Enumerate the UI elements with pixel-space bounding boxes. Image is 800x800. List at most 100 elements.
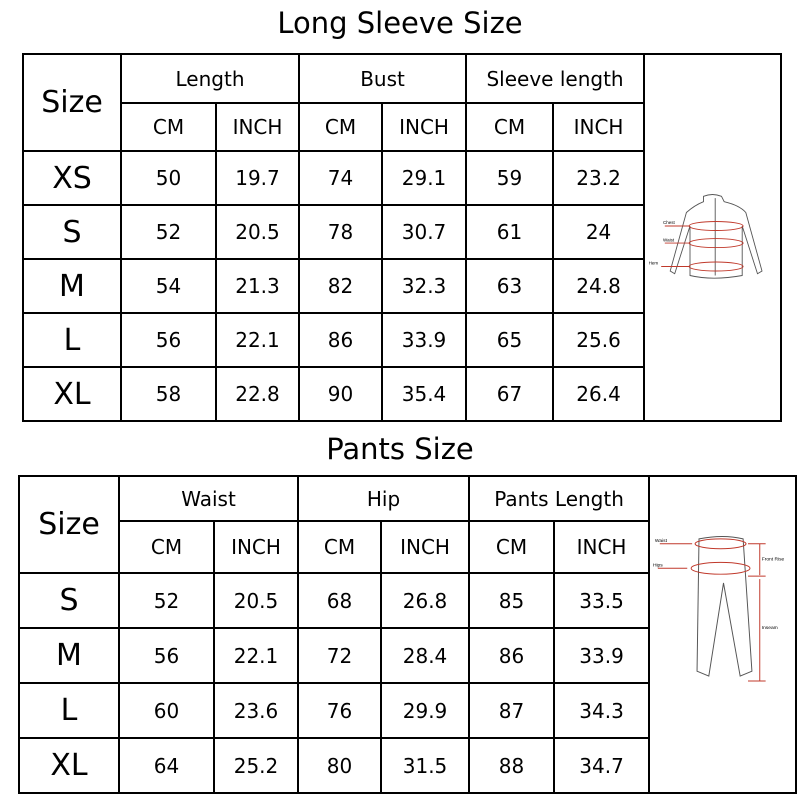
- table-row: M 56 22.1 72 28.4 86 33.9: [18, 627, 796, 684]
- measurement-value: 63: [465, 258, 555, 314]
- size-label: M: [18, 627, 120, 684]
- unit-header-row: CM INCH CM INCH CM INCH: [19, 520, 796, 574]
- measurement-value: 82: [298, 258, 384, 314]
- measurement-value: 35.4: [381, 366, 468, 422]
- size-label: S: [18, 572, 120, 629]
- measurement-diagram-cell: Chest Waist Hem: [643, 53, 783, 422]
- size-header: Size: [18, 475, 120, 574]
- size-label: S: [22, 204, 122, 260]
- measurement-value: 23.6: [212, 682, 300, 739]
- measurement-value: 54: [120, 258, 217, 314]
- measurement-value: 59: [465, 150, 555, 206]
- unit-header: INCH: [381, 102, 468, 152]
- table-row: M 54 21.3 82 32.3 63 24.8: [22, 258, 781, 314]
- measurement-value: 74: [298, 150, 384, 206]
- group-header: Length: [119, 53, 301, 104]
- measurement-value: 25.2: [212, 737, 300, 794]
- measurement-value: 22.1: [214, 312, 301, 368]
- jacket-diagram: Chest Waist Hem: [649, 194, 763, 279]
- unit-header: CM: [468, 520, 556, 574]
- diagram-label-waist: Waist: [663, 237, 675, 242]
- measurement-value: 20.5: [214, 204, 301, 260]
- table-row: XL 64 25.2 80 31.5 88 34.7: [18, 737, 796, 794]
- group-header: Sleeve length: [465, 53, 646, 104]
- measurement-value: 29.9: [380, 682, 471, 739]
- measurement-value: 34.3: [553, 682, 651, 739]
- size-label: XL: [18, 737, 120, 794]
- measurement-value: 32.3: [381, 258, 468, 314]
- measurement-value: 56: [118, 627, 215, 684]
- measurement-value: 34.7: [553, 737, 651, 794]
- measurement-value: 29.1: [381, 150, 468, 206]
- measurement-value: 24.8: [552, 258, 646, 314]
- measurement-value: 60: [118, 682, 215, 739]
- measurement-diagram-cell: Waist Hips Front Rise Inseam: [648, 475, 798, 794]
- measurement-value: 86: [468, 627, 556, 684]
- table-row: XL 58 22.8 90 35.4 67 26.4: [22, 366, 781, 422]
- measurement-value: 33.9: [553, 627, 651, 684]
- measurement-value: 68: [297, 572, 383, 629]
- group-header: Hip: [297, 475, 471, 522]
- diagram-label-hips: Hips: [653, 562, 663, 568]
- measurement-value: 88: [468, 737, 556, 794]
- measurement-value: 85: [468, 572, 556, 629]
- diagram-label-chest: Chest: [663, 220, 676, 225]
- measurement-value: 56: [120, 312, 217, 368]
- table-row: S 52 20.5 68 26.8 85 33.5: [18, 572, 796, 629]
- size-label: M: [22, 258, 122, 314]
- unit-header: INCH: [552, 102, 646, 152]
- measurement-value: 61: [465, 204, 555, 260]
- unit-header: CM: [120, 102, 217, 152]
- size-header: Size: [22, 53, 122, 152]
- unit-header: INCH: [553, 520, 651, 574]
- long-sleeve-title: Long Sleeve Size: [277, 6, 523, 40]
- unit-header: INCH: [380, 520, 471, 574]
- group-header-row: Size Waist Hip Pants Length Waist Hips Fron…: [18, 475, 798, 794]
- diagram-label-hem: Hem: [649, 261, 659, 266]
- size-label: L: [22, 312, 122, 368]
- diagram-label-waist: Waist: [655, 538, 668, 544]
- measurement-value: 52: [120, 204, 217, 260]
- size-label: XL: [22, 366, 122, 422]
- measurement-value: 22.8: [214, 366, 301, 422]
- measurement-value: 24: [552, 204, 646, 260]
- measurement-value: 86: [298, 312, 384, 368]
- table-row: XS 50 19.7 74 29.1 59 23.2: [22, 150, 781, 206]
- unit-header-row: CM INCH CM INCH CM INCH: [23, 102, 781, 152]
- measurement-value: 67: [465, 366, 555, 422]
- measurement-value: 52: [118, 572, 215, 629]
- measurement-value: 64: [118, 737, 215, 794]
- measurement-value: 19.7: [214, 150, 301, 206]
- measurement-value: 50: [120, 150, 217, 206]
- measurement-value: 20.5: [212, 572, 300, 629]
- measurement-value: 21.3: [214, 258, 301, 314]
- table-row: L 56 22.1 86 33.9 65 25.6: [22, 312, 781, 368]
- size-label: L: [18, 682, 120, 739]
- measurement-value: 33.9: [381, 312, 468, 368]
- measurement-value: 25.6: [552, 312, 646, 368]
- measurement-value: 26.8: [380, 572, 471, 629]
- diagram-label-inseam: Inseam: [762, 625, 778, 631]
- pants-size-table: Size Waist Hip Pants Length Waist Hips Fron…: [18, 475, 798, 794]
- table-row: S 52 20.5 78 30.7 61 24: [22, 204, 781, 260]
- diagram-label-front-rise: Front Rise: [762, 556, 785, 562]
- measurement-value: 26.4: [552, 366, 646, 422]
- measurement-value: 31.5: [380, 737, 471, 794]
- measurement-value: 22.1: [212, 627, 300, 684]
- measurement-value: 33.5: [553, 572, 651, 629]
- long-sleeve-size-table: Size Length Bust Sleeve length Chest Waist …: [22, 53, 783, 422]
- measurement-value: 80: [297, 737, 383, 794]
- measurement-value: 72: [297, 627, 383, 684]
- unit-header: CM: [298, 102, 384, 152]
- measurement-value: 30.7: [381, 204, 468, 260]
- unit-header: INCH: [214, 102, 301, 152]
- size-label: XS: [22, 150, 122, 206]
- measurement-value: 23.2: [552, 150, 646, 206]
- table-row: L 60 23.6 76 29.9 87 34.3: [18, 682, 796, 739]
- unit-header: CM: [118, 520, 215, 574]
- measurement-value: 76: [297, 682, 383, 739]
- measurement-value: 87: [468, 682, 556, 739]
- unit-header: INCH: [212, 520, 300, 574]
- measurement-value: 28.4: [380, 627, 471, 684]
- measurement-value: 90: [298, 366, 384, 422]
